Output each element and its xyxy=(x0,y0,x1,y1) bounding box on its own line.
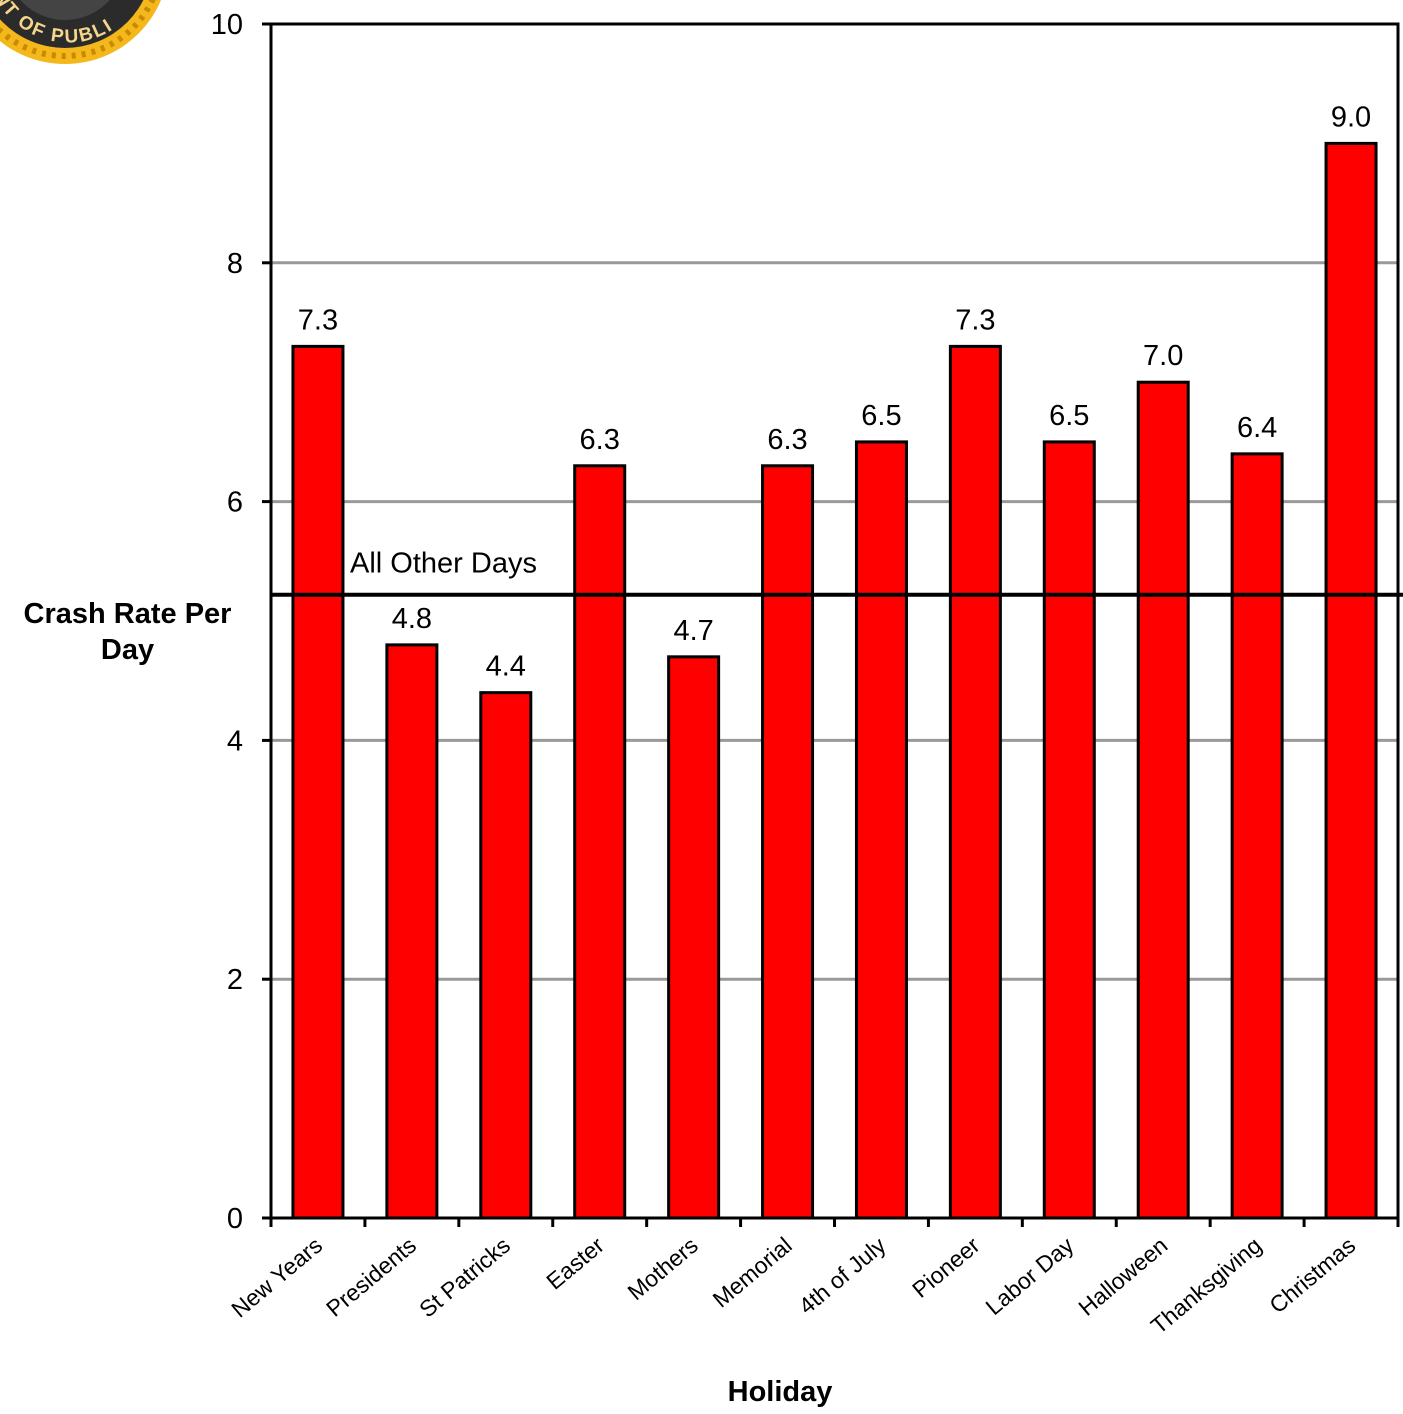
x-tick-label-new-years: New Years xyxy=(226,1232,327,1323)
x-axis-title: Holiday xyxy=(727,1376,833,1408)
x-tick-label-st-patricks: St Patricks xyxy=(414,1232,515,1323)
x-tick-label-pioneer: Pioneer xyxy=(907,1232,985,1303)
data-labels: 7.3 4.8 4.4 6.3 4.7 6.3 6.5 7.3 6.5 7.0 6.4 9.0 xyxy=(298,101,1371,682)
data-label-presidents: 4.8 xyxy=(392,603,432,635)
bar-labor-day xyxy=(1042,440,1096,1220)
y-tick-label-0: 0 xyxy=(227,1203,243,1235)
y-tick-label-6: 6 xyxy=(227,487,243,519)
data-label-easter: 6.3 xyxy=(580,424,620,456)
x-tick-label-mothers: Mothers xyxy=(622,1232,702,1305)
data-label-pioneer: 7.3 xyxy=(955,304,995,336)
plot-frame xyxy=(269,22,1400,1220)
x-tick-label-halloween: Halloween xyxy=(1073,1232,1172,1321)
bar-thanksgiving xyxy=(1230,452,1284,1220)
data-label-thanksgiving: 6.4 xyxy=(1237,412,1277,444)
y-axis-title: Crash Rate Per Day xyxy=(23,598,232,666)
y-tick-label-4: 4 xyxy=(227,725,243,757)
bar-easter xyxy=(573,464,627,1220)
bar-memorial xyxy=(761,464,815,1220)
data-label-labor-day: 6.5 xyxy=(1049,400,1089,432)
reference-line-group: All Other Days xyxy=(271,548,1403,597)
bar-christmas xyxy=(1324,141,1378,1220)
y-tick-label-2: 2 xyxy=(227,964,243,996)
bar-mothers xyxy=(667,655,721,1220)
data-label-mothers: 4.7 xyxy=(673,615,713,647)
department-seal-logo: NT OF PUBLI xyxy=(0,0,161,64)
bar-pioneer xyxy=(948,344,1002,1220)
data-label-memorial: 6.3 xyxy=(767,424,807,456)
x-tick-label-presidents: Presidents xyxy=(321,1232,421,1322)
reference-line-label: All Other Days xyxy=(350,548,537,580)
bars xyxy=(291,141,1378,1220)
data-label-new-years: 7.3 xyxy=(298,304,338,336)
data-label-christmas: 9.0 xyxy=(1331,101,1371,133)
gridlines xyxy=(271,261,1398,981)
bar-new-years xyxy=(291,344,345,1220)
x-tick-label-christmas: Christmas xyxy=(1264,1232,1360,1318)
x-tick-label-4th-of-july: 4th of July xyxy=(794,1232,891,1320)
y-tick-label-8: 8 xyxy=(227,248,243,280)
bar-st-patricks xyxy=(479,691,533,1220)
data-label-halloween: 7.0 xyxy=(1143,340,1183,372)
y-tick-label-10: 10 xyxy=(211,9,243,41)
plot-border xyxy=(269,22,1400,1220)
data-label-4th-of-july: 6.5 xyxy=(861,400,901,432)
bar-presidents xyxy=(385,643,439,1220)
data-label-st-patricks: 4.4 xyxy=(486,651,526,683)
y-axis-ticks: 0 2 4 6 8 10 xyxy=(211,9,271,1235)
bar-4th-of-july xyxy=(854,440,908,1220)
bar-halloween xyxy=(1136,380,1190,1220)
x-tick-label-easter: Easter xyxy=(541,1232,609,1295)
x-tick-label-labor-day: Labor Day xyxy=(980,1232,1078,1320)
x-tick-label-memorial: Memorial xyxy=(708,1232,797,1313)
